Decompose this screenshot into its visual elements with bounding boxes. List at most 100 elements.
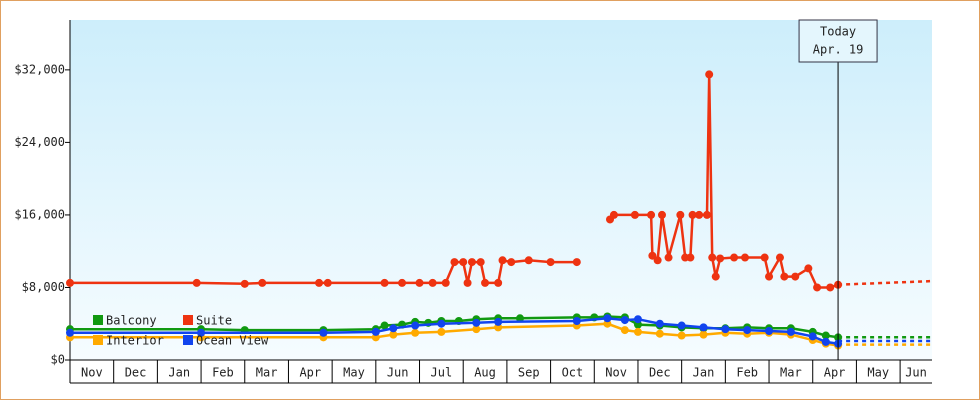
x-tick-label: Sep xyxy=(518,366,540,380)
data-point xyxy=(441,278,450,287)
data-point xyxy=(695,210,704,219)
data-point xyxy=(609,210,618,219)
data-point xyxy=(315,278,324,287)
data-point xyxy=(437,327,446,336)
legend-label: Balcony xyxy=(106,314,157,328)
x-tick-label: Apr xyxy=(824,366,846,380)
data-point xyxy=(472,318,481,327)
data-point xyxy=(389,324,398,333)
x-tick-label: Oct xyxy=(562,366,584,380)
data-point xyxy=(319,328,328,337)
data-point xyxy=(498,256,507,265)
data-point xyxy=(516,314,525,323)
y-tick-label: $24,000 xyxy=(14,135,65,149)
legend-swatch xyxy=(93,315,103,325)
data-point xyxy=(655,319,664,328)
data-point xyxy=(494,278,503,287)
data-point xyxy=(472,325,481,334)
legend-label: Suite xyxy=(196,314,232,328)
data-point xyxy=(775,253,784,262)
data-point xyxy=(808,332,817,341)
data-point xyxy=(459,258,468,267)
data-point xyxy=(380,321,389,330)
x-tick-label: Aug xyxy=(474,366,496,380)
data-point xyxy=(411,321,420,330)
x-tick-label: Nov xyxy=(605,366,627,380)
data-point xyxy=(428,278,437,287)
data-point xyxy=(721,325,730,334)
today-label: Apr. 19 xyxy=(813,43,864,57)
x-tick-label: Jan xyxy=(168,366,190,380)
data-point xyxy=(524,256,533,265)
data-point xyxy=(711,272,720,281)
series-layer xyxy=(66,70,933,350)
x-tick-label: Feb xyxy=(212,366,234,380)
x-tick-label: Mar xyxy=(256,366,278,380)
data-point xyxy=(463,278,472,287)
legend-swatch xyxy=(183,335,193,345)
plot-area xyxy=(70,20,932,360)
data-point xyxy=(572,317,581,326)
data-point xyxy=(467,258,476,267)
data-point xyxy=(389,330,398,339)
y-tick-label: $8,000 xyxy=(22,280,65,294)
data-point xyxy=(686,253,695,262)
data-point xyxy=(371,327,380,336)
data-point xyxy=(620,316,629,325)
data-point xyxy=(411,328,420,337)
data-point xyxy=(507,258,516,267)
data-point xyxy=(197,328,206,337)
data-point xyxy=(765,326,774,335)
data-point xyxy=(699,330,708,339)
data-point xyxy=(741,253,750,262)
data-point xyxy=(481,278,490,287)
data-point xyxy=(437,319,446,328)
data-point xyxy=(647,210,656,219)
y-tick-label: $16,000 xyxy=(14,207,65,221)
data-point xyxy=(760,253,769,262)
x-tick-label: May xyxy=(867,366,889,380)
data-point xyxy=(813,283,822,292)
legend-label: Ocean View xyxy=(196,334,269,348)
data-point xyxy=(258,278,267,287)
data-point xyxy=(677,321,686,330)
x-tick-label: Nov xyxy=(81,366,103,380)
x-tick-label: Jun xyxy=(905,366,927,380)
data-point xyxy=(620,326,629,335)
axes: $0 $8,000 $16,000 $24,000 $32,000 Nov Dec Jan Fe… xyxy=(14,20,932,384)
data-point xyxy=(415,278,424,287)
data-point xyxy=(380,278,389,287)
x-tick-label: Dec xyxy=(125,366,147,380)
data-point xyxy=(677,331,686,340)
data-point xyxy=(699,323,708,332)
data-point xyxy=(708,253,717,262)
data-point xyxy=(546,258,555,267)
data-point xyxy=(676,210,685,219)
y-tick-label: $32,000 xyxy=(14,62,65,76)
data-point xyxy=(648,251,657,260)
today-box xyxy=(798,19,878,63)
data-point xyxy=(240,279,249,288)
data-point xyxy=(572,258,581,267)
data-point xyxy=(633,315,642,324)
data-point xyxy=(688,210,697,219)
data-point xyxy=(743,326,752,335)
data-point xyxy=(603,314,612,323)
data-point xyxy=(657,210,666,219)
today-label: Today xyxy=(820,25,856,39)
data-point xyxy=(716,254,725,263)
legend-swatch xyxy=(183,315,193,325)
legend: Balcony Suite Interior Ocean View xyxy=(93,314,269,348)
data-point xyxy=(398,278,407,287)
x-tick-label: Feb xyxy=(736,366,758,380)
x-tick-label: May xyxy=(343,366,365,380)
today-marker: Today Apr. 19 xyxy=(798,19,878,360)
data-point xyxy=(826,283,835,292)
x-tick-label: Jul xyxy=(431,366,453,380)
data-point xyxy=(705,70,714,79)
x-tick-label: Mar xyxy=(780,366,802,380)
x-tick-label: Jan xyxy=(693,366,715,380)
data-point xyxy=(702,210,711,219)
x-tick-label: Jun xyxy=(387,366,409,380)
